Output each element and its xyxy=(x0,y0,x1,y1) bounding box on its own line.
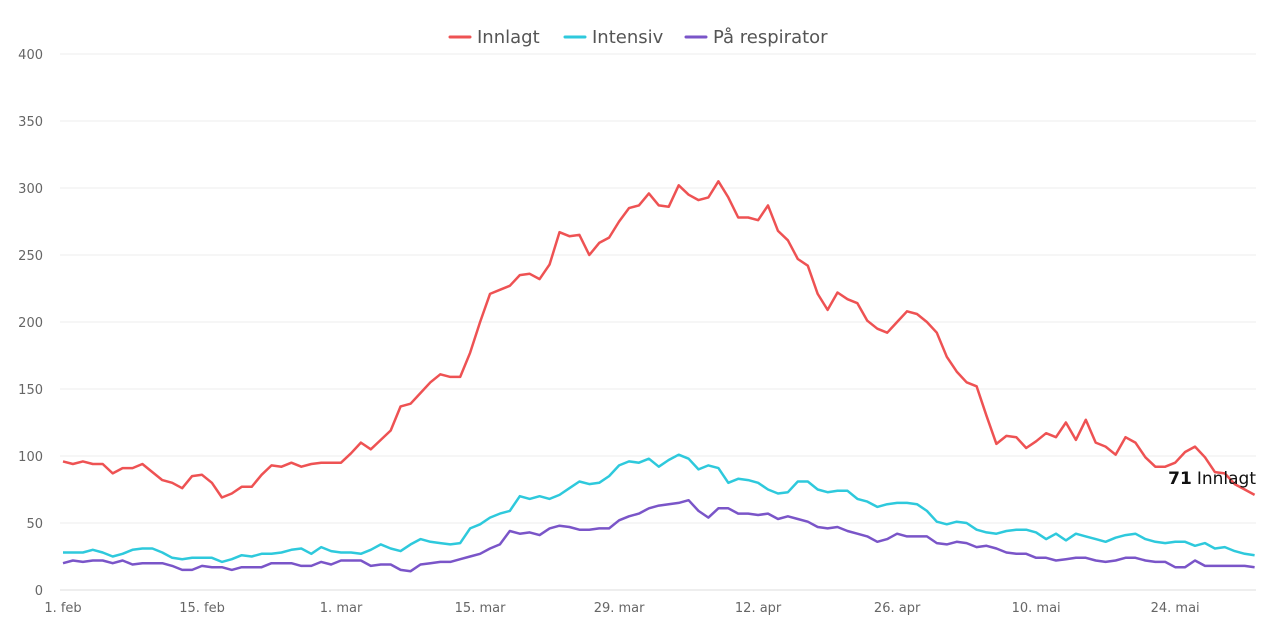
x-tick-label: 26. apr xyxy=(874,601,921,616)
x-tick-label: 24. mai xyxy=(1151,601,1200,616)
legend-item-0[interactable]: Innlagt xyxy=(448,27,540,48)
x-tick-label: 1. mar xyxy=(320,601,363,616)
x-tick-label: 10. mai xyxy=(1012,601,1061,616)
end-annotation: 71 Innlagt xyxy=(1168,469,1256,489)
y-tick-label: 400 xyxy=(18,48,43,63)
y-tick-label: 50 xyxy=(26,517,43,532)
legend-label: Innlagt xyxy=(477,27,540,48)
legend-label: Intensiv xyxy=(592,27,664,48)
series-lines xyxy=(62,180,1256,573)
x-tick-label: 15. feb xyxy=(179,601,225,616)
x-axis: 1. feb 15. feb 1. mar 15. mar 29. mar 12. apr… xyxy=(44,601,1199,616)
y-tick-label: 300 xyxy=(18,182,43,197)
y-axis: 0 50 100 150 200 250 300 350 400 xyxy=(18,48,43,599)
legend-item-1[interactable]: Intensiv xyxy=(563,27,664,48)
end-annotation-label: Innlagt xyxy=(1197,469,1256,489)
legend-label: På respirator xyxy=(713,27,828,48)
x-tick-label: 29. mar xyxy=(594,601,645,616)
legend: Innlagt Intensiv På respirator xyxy=(448,27,828,48)
y-tick-label: 150 xyxy=(18,383,43,398)
x-tick-label: 15. mar xyxy=(455,601,506,616)
y-tick-label: 250 xyxy=(18,249,43,264)
end-annotation-value: 71 xyxy=(1168,469,1192,489)
y-tick-label: 200 xyxy=(18,316,43,331)
series-line-0 xyxy=(62,180,1256,499)
series-line-2 xyxy=(62,498,1255,573)
y-tick-label: 0 xyxy=(35,584,43,599)
gridlines xyxy=(60,53,1256,591)
x-tick-label: 1. feb xyxy=(44,601,81,616)
y-tick-label: 350 xyxy=(18,115,43,130)
y-tick-label: 100 xyxy=(18,450,43,465)
series-line-1 xyxy=(63,453,1255,564)
legend-item-2[interactable]: På respirator xyxy=(684,27,828,48)
x-tick-label: 12. apr xyxy=(735,601,782,616)
